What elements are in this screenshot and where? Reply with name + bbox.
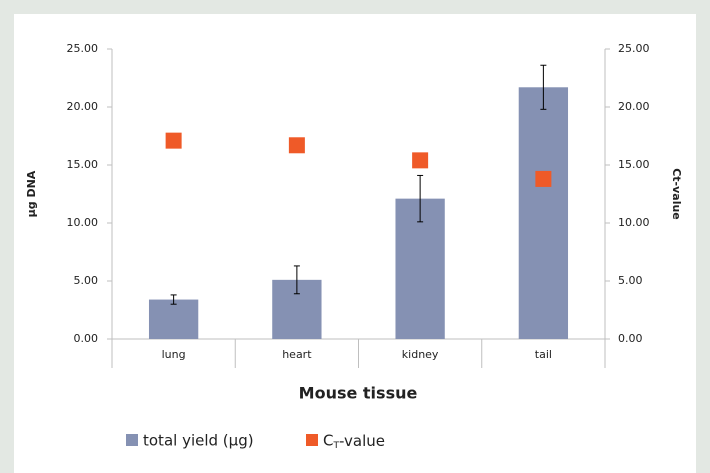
y2-tick-label: 5.00	[618, 274, 643, 287]
legend-swatch	[306, 434, 318, 446]
y-tick-label: 5.00	[74, 274, 99, 287]
error-bar	[417, 174, 424, 223]
error-bar	[540, 64, 547, 110]
y2-tick-label: 15.00	[618, 158, 650, 171]
panel	[14, 14, 696, 473]
legend-label: total yield (µg)	[143, 432, 254, 450]
marker	[288, 137, 305, 154]
y2-tick-label: 25.00	[618, 42, 650, 55]
legend-label: CT-value	[323, 432, 385, 451]
bar	[148, 299, 199, 339]
x-tick-label: heart	[282, 348, 312, 361]
y2-tick-label: 20.00	[618, 100, 650, 113]
x-tick-label: tail	[535, 348, 552, 361]
error-bar	[170, 294, 177, 305]
y2-tick-label: 10.00	[618, 216, 650, 229]
x-axis-label: Mouse tissue	[299, 384, 418, 403]
y-tick-label: 25.00	[67, 42, 99, 55]
y-tick-label: 20.00	[67, 100, 99, 113]
error-bar	[293, 265, 300, 295]
bar	[518, 87, 569, 339]
x-tick-label: kidney	[402, 348, 439, 361]
legend-swatch	[126, 434, 138, 446]
y-tick-label: 0.00	[74, 332, 99, 345]
y-axis-label: µg DNA	[25, 170, 38, 217]
marker	[412, 152, 429, 169]
y2-tick-label: 0.00	[618, 332, 643, 345]
x-tick-label: lung	[162, 348, 186, 361]
y-tick-label: 15.00	[67, 158, 99, 171]
marker	[535, 170, 552, 187]
marker	[165, 132, 182, 149]
y2-axis-label: Ct-value	[670, 168, 683, 220]
y-tick-label: 10.00	[67, 216, 99, 229]
